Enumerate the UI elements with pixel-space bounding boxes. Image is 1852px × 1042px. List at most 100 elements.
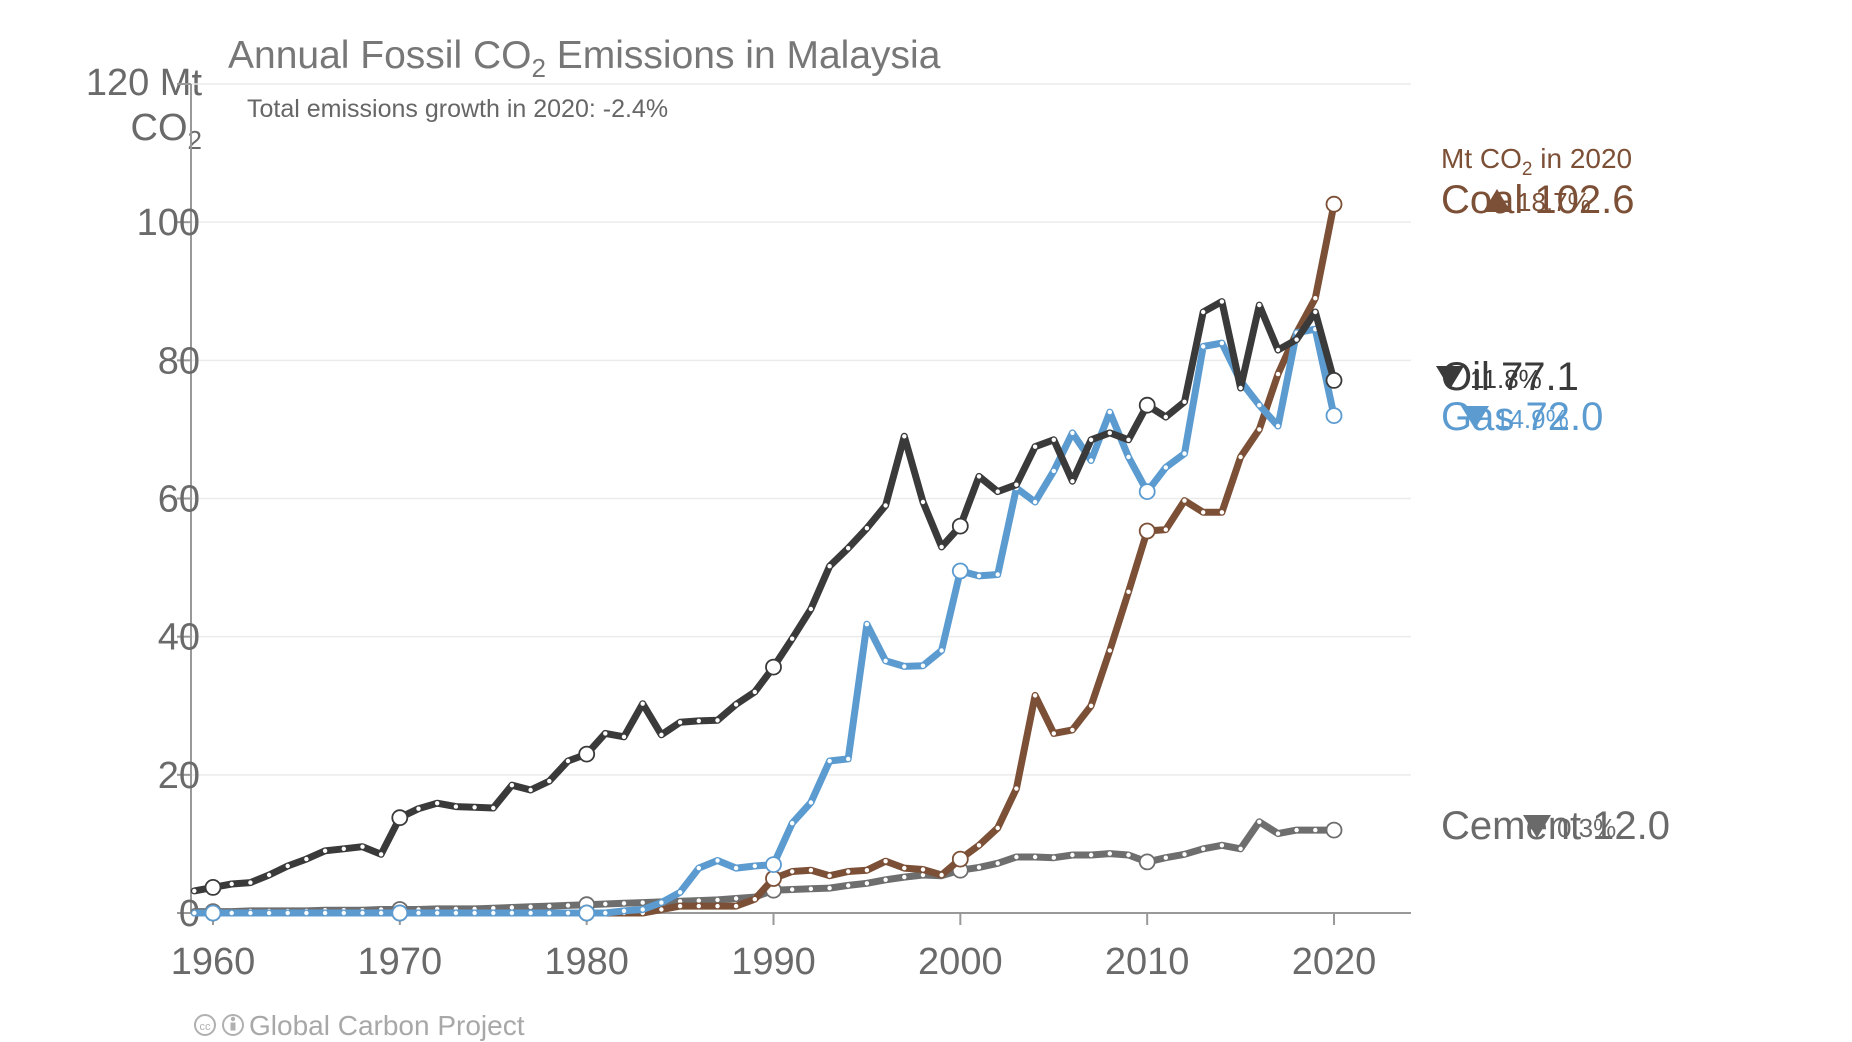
gas-point-1996 xyxy=(883,658,888,663)
gas-point-1974 xyxy=(472,910,477,916)
oil-point-1969 xyxy=(378,852,384,857)
cement-point-2001 xyxy=(976,865,982,870)
cement-point-2003 xyxy=(1014,854,1019,860)
cement-point-1982 xyxy=(621,901,627,906)
oil-point-1994 xyxy=(846,546,851,551)
coal-point-1988 xyxy=(733,903,739,909)
cement-point-2010 xyxy=(1138,853,1156,871)
oil-point-1995 xyxy=(864,526,870,531)
gas-point-1961 xyxy=(229,910,234,916)
coal-point-1997 xyxy=(902,865,907,871)
series-coal xyxy=(190,195,1343,922)
coal-point-1986 xyxy=(696,903,701,909)
oil-point-1961 xyxy=(229,881,234,887)
gas-point-2009 xyxy=(1126,454,1131,460)
coal-line xyxy=(190,200,1338,917)
coal-point-1999 xyxy=(939,872,944,878)
coal-point-1992 xyxy=(808,868,814,873)
gas-point-1993 xyxy=(827,758,832,764)
cement-point-1986 xyxy=(696,898,701,903)
oil-point-1988 xyxy=(733,702,739,707)
oil-point-2015 xyxy=(1238,385,1243,391)
coal-point-2011 xyxy=(1163,527,1169,532)
oil-point-2009 xyxy=(1126,437,1131,442)
coal-point-2009 xyxy=(1126,589,1131,594)
coal-point-2002 xyxy=(995,825,1000,831)
gas-point-2000 xyxy=(951,562,969,580)
x-tick-label: 2000 xyxy=(918,941,1003,983)
cement-point-1994 xyxy=(846,883,851,888)
gas-point-1962 xyxy=(248,910,253,916)
cement-point-2012 xyxy=(1182,852,1187,857)
series-oil xyxy=(190,298,1343,896)
attribution-icon xyxy=(222,1014,244,1036)
coal-point-1995 xyxy=(864,868,870,873)
oil-point-1981 xyxy=(603,731,608,736)
coal-point-2007 xyxy=(1088,703,1094,708)
gas-point-2012 xyxy=(1182,451,1187,456)
oil-point-1962 xyxy=(248,880,253,885)
y-tick-label: 100 xyxy=(137,202,200,244)
gas-point-1977 xyxy=(528,910,533,916)
gas-point-2004 xyxy=(1032,499,1038,505)
coal-point-2008 xyxy=(1107,648,1113,653)
cement-point-2008 xyxy=(1107,851,1113,856)
cement-point-1998 xyxy=(920,872,926,878)
oil-point-1960 xyxy=(204,879,222,896)
coal-point-1989 xyxy=(752,897,757,902)
gas-point-1970 xyxy=(391,904,409,922)
oil-point-1998 xyxy=(920,499,926,505)
oil-point-1971 xyxy=(416,806,421,811)
gas-point-1975 xyxy=(491,910,496,916)
cement-value-label: Cement 12.0 xyxy=(1441,804,1670,848)
gas-point-1983 xyxy=(640,907,645,912)
y-tick-label: 60 xyxy=(158,479,200,521)
cement-point-2006 xyxy=(1070,852,1075,858)
gas-point-1978 xyxy=(547,910,552,916)
gas-point-2017 xyxy=(1275,423,1281,429)
oil-point-2005 xyxy=(1051,437,1057,442)
gas-point-1982 xyxy=(621,908,627,914)
cement-point-2004 xyxy=(1032,854,1038,860)
oil-point-2007 xyxy=(1088,437,1094,442)
y-tick-labels: 0 20 40 60 80 100 xyxy=(137,202,200,935)
oil-point-2000 xyxy=(951,517,969,535)
coal-point-1987 xyxy=(715,903,720,909)
oil-point-1968 xyxy=(360,844,365,849)
gas-point-1999 xyxy=(939,648,944,653)
cement-point-1988 xyxy=(733,896,739,901)
change-arrow-up-icon xyxy=(1483,189,1511,212)
cement-point-1978 xyxy=(547,903,552,909)
coal-point-2010 xyxy=(1138,522,1156,540)
gas-point-1971 xyxy=(416,910,421,916)
cement-point-2013 xyxy=(1201,846,1206,851)
cement-point-2015 xyxy=(1238,846,1243,851)
coal-point-2016 xyxy=(1257,427,1262,432)
oil-point-1984 xyxy=(659,732,664,737)
cement-point-1995 xyxy=(864,881,870,886)
svg-text:cc: cc xyxy=(200,1021,212,1033)
oil-point-1970 xyxy=(391,809,409,827)
change-arrow-down-icon xyxy=(1436,366,1464,389)
oil-line xyxy=(190,298,1338,895)
oil-point-1974 xyxy=(472,805,477,810)
oil-point-1983 xyxy=(640,701,645,706)
cement-point-1977 xyxy=(528,904,533,909)
x-tick-label: 1960 xyxy=(171,941,256,983)
label-oil: Oil 77.111.8% xyxy=(1436,355,1579,399)
coal-point-1993 xyxy=(827,873,832,878)
gas-point-1992 xyxy=(808,800,814,805)
cement-point-1979 xyxy=(565,903,571,908)
cement-point-1996 xyxy=(883,877,888,882)
cement-point-1987 xyxy=(715,897,720,903)
oil-point-2018 xyxy=(1294,337,1299,342)
cement-point-2018 xyxy=(1294,827,1299,833)
coal-point-2000 xyxy=(951,850,969,868)
oil-point-1996 xyxy=(883,503,888,508)
oil-point-1978 xyxy=(547,778,552,784)
gas-point-1960 xyxy=(204,904,222,922)
oil-point-2019 xyxy=(1313,309,1318,315)
gas-point-1988 xyxy=(733,865,739,871)
oil-point-2013 xyxy=(1201,309,1206,315)
